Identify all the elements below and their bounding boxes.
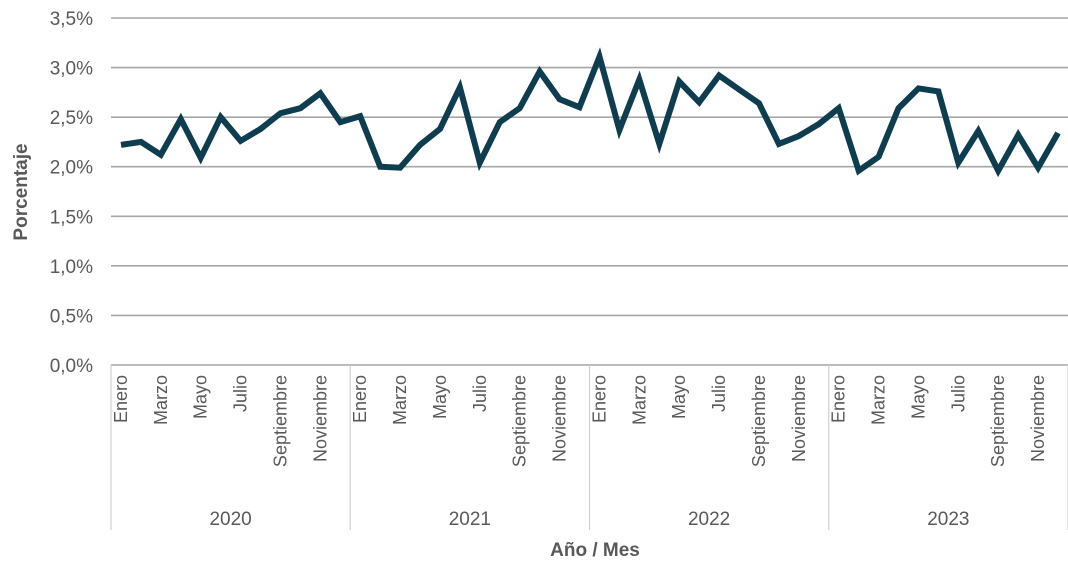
data-point [756, 100, 762, 106]
data-point [118, 142, 124, 148]
x-tick-label: Julio [231, 375, 251, 412]
x-tick-label: Noviembre [789, 375, 809, 462]
x-tick-label: Septiembre [510, 375, 530, 467]
year-label: 2021 [449, 509, 491, 530]
data-point [178, 116, 184, 122]
y-tick-label: 3,0% [50, 59, 93, 80]
series-line [120, 47, 1061, 178]
data-point [656, 141, 662, 147]
data-point [557, 96, 563, 102]
x-tick-label: Marzo [390, 375, 410, 425]
data-point [597, 54, 603, 60]
x-tick-label: Mayo [669, 375, 689, 419]
y-tick-label: 0,0% [50, 356, 93, 377]
data-point [1035, 165, 1041, 171]
data-point [278, 110, 284, 116]
data-point [637, 77, 643, 83]
data-point [477, 160, 483, 166]
data-point [517, 105, 523, 111]
data-point [956, 160, 962, 166]
x-tick-label: Mayo [908, 375, 928, 419]
x-tick-label: Julio [470, 375, 490, 412]
y-tick-label: 3,5% [50, 9, 93, 30]
x-tick-label: Enero [111, 375, 131, 423]
x-tick-label: Septiembre [988, 375, 1008, 467]
data-point [577, 104, 583, 110]
data-point [457, 85, 463, 91]
x-tick-label: Marzo [629, 375, 649, 425]
data-point [617, 127, 623, 133]
data-point [816, 121, 822, 127]
x-tick-label: Noviembre [310, 375, 330, 462]
y-tick-label: 0,5% [50, 306, 93, 327]
x-tick-label: Enero [350, 375, 370, 423]
x-tick-label: Noviembre [550, 375, 570, 462]
x-tick-label: Julio [948, 375, 968, 412]
data-point [856, 168, 862, 174]
year-label: 2020 [209, 509, 251, 530]
data-point [896, 105, 902, 111]
data-point [796, 133, 802, 139]
y-tick-label: 2,0% [50, 158, 93, 179]
x-tick-label: Mayo [430, 375, 450, 419]
data-point [258, 126, 264, 132]
data-point [696, 99, 702, 105]
data-point [437, 126, 443, 132]
data-point [298, 105, 304, 111]
x-tick-label: Marzo [869, 375, 889, 425]
data-point [357, 113, 363, 119]
data-point [1055, 130, 1061, 136]
data-point [497, 119, 503, 125]
year-label: 2022 [688, 509, 730, 530]
data-point [716, 73, 722, 79]
data-point [995, 168, 1001, 174]
data-point [337, 119, 343, 125]
data-point [318, 91, 324, 97]
data-point [936, 89, 942, 95]
x-axis-title: Año / Mes [550, 540, 640, 561]
y-tick-label: 1,0% [50, 257, 93, 278]
x-tick-label: Marzo [151, 375, 171, 425]
x-tick-label: Septiembre [270, 375, 290, 467]
x-tick-label: Mayo [191, 375, 211, 419]
data-point [158, 152, 164, 158]
data-point [537, 69, 543, 75]
year-label: 2023 [927, 509, 969, 530]
data-point [676, 79, 682, 85]
y-tick-label: 1,5% [50, 207, 93, 228]
data-point [417, 142, 423, 148]
x-tick-label: Julio [709, 375, 729, 412]
x-tick-label: Enero [589, 375, 609, 423]
data-point [836, 105, 842, 111]
data-point [916, 86, 922, 92]
y-tick-label: 2,5% [50, 108, 93, 129]
data-point [198, 155, 204, 161]
x-tick-label: Noviembre [1028, 375, 1048, 462]
data-point [377, 164, 383, 170]
x-tick-label: Septiembre [749, 375, 769, 467]
data-point [876, 154, 882, 160]
data-point [975, 128, 981, 134]
data-point [736, 87, 742, 93]
y-axis-title: Porcentaje [11, 143, 32, 240]
data-point [138, 139, 144, 145]
data-point [1015, 132, 1021, 138]
x-tick-label: Enero [829, 375, 849, 423]
data-point [397, 165, 403, 171]
data-point [238, 138, 244, 144]
data-point [776, 141, 782, 147]
data-point [218, 114, 224, 120]
